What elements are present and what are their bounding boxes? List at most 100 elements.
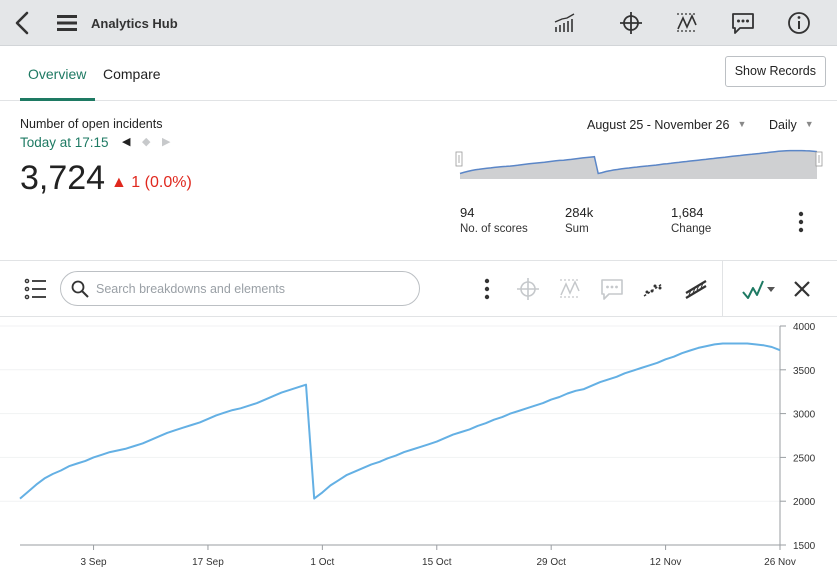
range-overview-chart[interactable] — [455, 147, 823, 183]
menu-icon[interactable] — [56, 12, 78, 34]
score-change: ▲ 1 (0.0%) — [111, 174, 192, 192]
data-point — [491, 417, 497, 423]
chart-type-icon[interactable] — [740, 276, 778, 302]
forecast-band-icon[interactable] — [683, 276, 709, 302]
up-arrow-icon: ▲ — [111, 174, 127, 191]
data-point — [246, 403, 252, 409]
data-point — [262, 397, 268, 403]
stat-no-of-scores: 94 No. of scores — [460, 205, 528, 235]
data-point — [50, 471, 56, 477]
score-navigation: ◀ ◆ ▶ — [122, 135, 182, 148]
data-point — [777, 347, 783, 353]
data-point — [573, 388, 579, 394]
toolbar-divider — [722, 261, 723, 317]
crosshair-icon[interactable] — [515, 276, 541, 302]
more-options-icon[interactable] — [795, 211, 807, 233]
data-point — [695, 345, 701, 351]
data-point — [581, 386, 587, 392]
comment-icon[interactable] — [730, 10, 756, 36]
data-point — [458, 429, 464, 435]
data-point — [679, 350, 685, 356]
data-point — [148, 437, 154, 443]
comment-icon[interactable] — [599, 276, 625, 302]
back-icon[interactable] — [10, 9, 34, 37]
tab-overview[interactable]: Overview — [28, 66, 87, 82]
show-records-button[interactable]: Show Records — [724, 56, 826, 87]
data-point — [622, 370, 628, 376]
previous-score-icon[interactable]: ◀ — [122, 136, 131, 148]
data-point — [270, 393, 276, 399]
search-input[interactable] — [96, 279, 406, 299]
data-point — [442, 435, 448, 441]
summary-panel: Number of open incidents Today at 17:15 … — [0, 101, 837, 261]
score-change-value: 1 (0.0%) — [131, 174, 192, 191]
data-point — [597, 379, 603, 385]
search-icon — [71, 280, 89, 298]
data-point — [671, 354, 677, 360]
data-point — [556, 394, 562, 400]
app-header: Analytics Hub — [0, 0, 837, 46]
data-point — [761, 342, 767, 348]
data-point — [475, 423, 481, 429]
data-point — [213, 412, 219, 418]
chevron-down-icon: ▼ — [804, 119, 814, 129]
x-tick-label: 26 Nov — [764, 557, 796, 568]
frequency-label: Daily — [769, 118, 797, 132]
date-range-selector[interactable]: August 25 - November 26 ▼ — [587, 118, 746, 132]
current-score-icon[interactable]: ◆ — [142, 136, 151, 148]
data-point — [605, 376, 611, 382]
breakdown-list-icon[interactable] — [24, 278, 48, 300]
data-point — [499, 414, 505, 420]
trendline-icon[interactable] — [557, 276, 583, 302]
stat-label: Sum — [565, 223, 589, 235]
data-point — [614, 374, 620, 380]
stat-value: 94 — [460, 205, 475, 220]
data-point — [466, 426, 472, 432]
data-point — [393, 453, 399, 459]
more-options-icon[interactable] — [474, 276, 500, 302]
data-point — [328, 482, 334, 488]
close-icon[interactable] — [789, 276, 815, 302]
data-point — [311, 496, 317, 502]
active-tab-indicator — [20, 98, 95, 101]
data-point — [279, 390, 285, 396]
crosshair-icon[interactable] — [618, 10, 644, 36]
bar-chart-icon[interactable] — [552, 10, 578, 36]
data-point — [25, 489, 31, 495]
line-chart[interactable]: 4000 3500 3000 2500 2000 1500 3 Sep 17 Sep 1 Oct… — [0, 317, 837, 583]
data-point — [33, 482, 39, 488]
data-point — [229, 407, 235, 413]
stat-change: 1,684 Change — [671, 205, 711, 235]
data-point — [115, 447, 121, 453]
y-tick-label: 1500 — [793, 541, 816, 552]
data-point — [221, 410, 227, 416]
data-point — [180, 425, 186, 431]
data-point — [74, 461, 80, 467]
data-point — [720, 341, 726, 347]
data-point — [205, 416, 211, 422]
x-tick-label: 3 Sep — [80, 557, 107, 568]
metric-name: Number of open incidents — [20, 117, 163, 131]
app-title: Analytics Hub — [91, 16, 178, 31]
y-tick-label: 2500 — [793, 453, 816, 464]
next-score-icon[interactable]: ▶ — [162, 136, 171, 148]
data-point — [744, 341, 750, 347]
stat-value: 1,684 — [671, 205, 704, 220]
data-point — [295, 384, 301, 390]
metric-timestamp: Today at 17:15 — [20, 135, 109, 150]
data-point — [532, 403, 538, 409]
data-point — [303, 382, 309, 388]
trendline-icon[interactable] — [674, 10, 700, 36]
info-icon[interactable] — [786, 10, 812, 36]
data-point — [450, 432, 456, 438]
tab-compare[interactable]: Compare — [103, 66, 161, 82]
data-point — [377, 459, 383, 465]
scatter-trend-icon[interactable] — [640, 276, 666, 302]
data-point — [646, 362, 652, 368]
stat-label: Change — [671, 223, 712, 235]
data-point — [401, 449, 407, 455]
x-tick-label: 15 Oct — [422, 557, 452, 568]
y-tick-label: 3000 — [793, 410, 816, 421]
data-point — [58, 468, 64, 474]
frequency-selector[interactable]: Daily ▼ — [769, 118, 814, 132]
